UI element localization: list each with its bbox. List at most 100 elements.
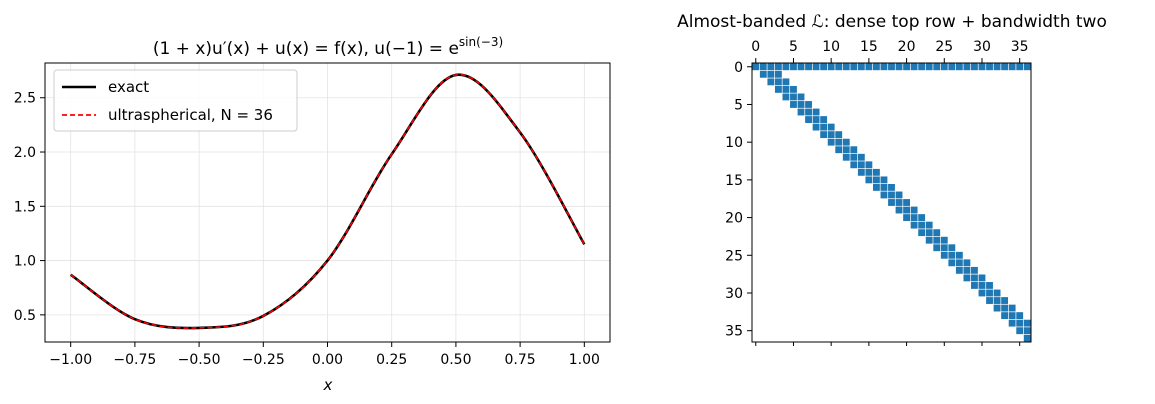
top-tick-label: 20 xyxy=(898,39,916,55)
y-axis-ticks: 0.5 1.0 1.5 2.0 2.5 xyxy=(14,91,45,324)
nonzero-cell xyxy=(805,116,812,123)
nonzero-cell xyxy=(865,168,873,176)
nonzero-cell xyxy=(986,63,993,71)
nonzero-cell xyxy=(1016,327,1024,335)
legend-label-ultraspherical: ultraspherical, N = 36 xyxy=(108,106,273,124)
sparsity-ticks: 0 5 10 15 20 25 30 35 0 5 10 15 20 25 30 35 xyxy=(725,39,1029,346)
nonzero-cell xyxy=(948,251,956,259)
nonzero-cell xyxy=(873,168,880,176)
top-tick-label: 0 xyxy=(751,39,760,55)
nonzero-cell xyxy=(820,116,828,123)
nonzero-cell xyxy=(805,63,812,71)
x-tick-label: −0.25 xyxy=(242,352,285,368)
sparsity-frame xyxy=(751,62,1032,343)
nonzero-cell xyxy=(971,274,978,282)
nonzero-cell xyxy=(986,282,993,289)
nonzero-cell xyxy=(774,70,782,78)
nonzero-cell xyxy=(782,63,790,71)
nonzero-cell xyxy=(895,206,903,214)
nonzero-cell xyxy=(797,93,805,101)
top-tick-label: 5 xyxy=(789,39,798,55)
nonzero-cell xyxy=(857,168,865,176)
nonzero-cell xyxy=(993,63,1001,71)
nonzero-cell xyxy=(1001,297,1009,304)
left-tick-label: 25 xyxy=(725,248,743,264)
nonzero-cell xyxy=(759,63,767,71)
nonzero-cell xyxy=(812,63,820,71)
nonzero-cell xyxy=(986,297,993,304)
nonzero-cell xyxy=(978,289,986,297)
nonzero-cell xyxy=(797,108,805,116)
nonzero-cell xyxy=(873,176,880,184)
nonzero-cell xyxy=(752,63,760,71)
nonzero-cell xyxy=(1008,319,1016,327)
nonzero-cell xyxy=(963,266,971,274)
nonzero-cell xyxy=(963,274,971,282)
nonzero-cell xyxy=(903,199,910,206)
line-chart-series xyxy=(69,73,586,330)
nonzero-cell xyxy=(1023,319,1031,327)
nonzero-cell xyxy=(910,214,918,221)
nonzero-cell xyxy=(1008,312,1016,320)
nonzero-cell xyxy=(993,289,1001,297)
nonzero-cell xyxy=(797,101,805,108)
nonzero-cell xyxy=(812,108,820,116)
nonzero-cell xyxy=(888,199,895,206)
nonzero-cell xyxy=(940,251,948,259)
y-tick-label: 1.0 xyxy=(14,254,36,270)
nonzero-cell xyxy=(903,206,910,214)
nonzero-cell xyxy=(1016,319,1024,327)
nonzero-cell xyxy=(910,206,918,214)
nonzero-cell xyxy=(759,70,767,78)
left-tick-label: 20 xyxy=(725,211,743,227)
top-tick-label: 30 xyxy=(973,39,991,55)
line-chart-title: (1 + x)u′(x) + u(x) = f(x), u(−1) = esin… xyxy=(153,35,503,59)
sparsity-chart: Almost-banded ℒ: dense top row + bandwid… xyxy=(677,12,1107,346)
y-tick-label: 2.0 xyxy=(14,145,36,161)
nonzero-cell xyxy=(925,229,933,237)
nonzero-cell xyxy=(940,63,948,71)
left-tick-label: 10 xyxy=(725,135,743,151)
nonzero-cell xyxy=(842,146,850,154)
nonzero-cell xyxy=(857,153,865,161)
series-ultraspherical-line xyxy=(70,74,586,329)
x-tick-label: 1.00 xyxy=(569,352,600,368)
nonzero-cell xyxy=(1016,63,1024,71)
nonzero-cell xyxy=(933,63,941,71)
nonzero-cell xyxy=(805,108,812,116)
nonzero-cell xyxy=(782,78,790,86)
top-tick-label: 10 xyxy=(822,39,840,55)
nonzero-cell xyxy=(782,85,790,93)
nonzero-cell xyxy=(918,229,926,237)
nonzero-cell xyxy=(827,123,835,131)
nonzero-cell xyxy=(827,138,835,146)
nonzero-cell xyxy=(835,131,843,139)
nonzero-cell xyxy=(842,63,850,71)
nonzero-cell xyxy=(774,78,782,86)
nonzero-cell xyxy=(895,199,903,206)
nonzero-cell xyxy=(1008,63,1016,71)
x-tick-label: −0.75 xyxy=(113,352,156,368)
top-tick-label: 25 xyxy=(935,39,953,55)
nonzero-cell xyxy=(1023,334,1031,342)
nonzero-cell xyxy=(918,214,926,221)
nonzero-cell xyxy=(842,153,850,161)
nonzero-cell xyxy=(774,85,782,93)
nonzero-cell xyxy=(940,236,948,244)
legend: exact ultraspherical, N = 36 xyxy=(53,69,298,132)
nonzero-cell xyxy=(895,191,903,199)
x-tick-label: 0.00 xyxy=(312,352,343,368)
nonzero-cell xyxy=(880,176,888,184)
nonzero-cell xyxy=(873,63,880,71)
nonzero-cell xyxy=(1008,304,1016,312)
line-chart-grid xyxy=(45,63,610,342)
nonzero-cell xyxy=(865,63,873,71)
nonzero-cell xyxy=(978,274,986,282)
nonzero-cell xyxy=(918,63,926,71)
nonzero-cell xyxy=(767,63,775,71)
nonzero-cell xyxy=(850,153,858,161)
left-tick-label: 15 xyxy=(725,173,743,189)
nonzero-cell xyxy=(842,138,850,146)
